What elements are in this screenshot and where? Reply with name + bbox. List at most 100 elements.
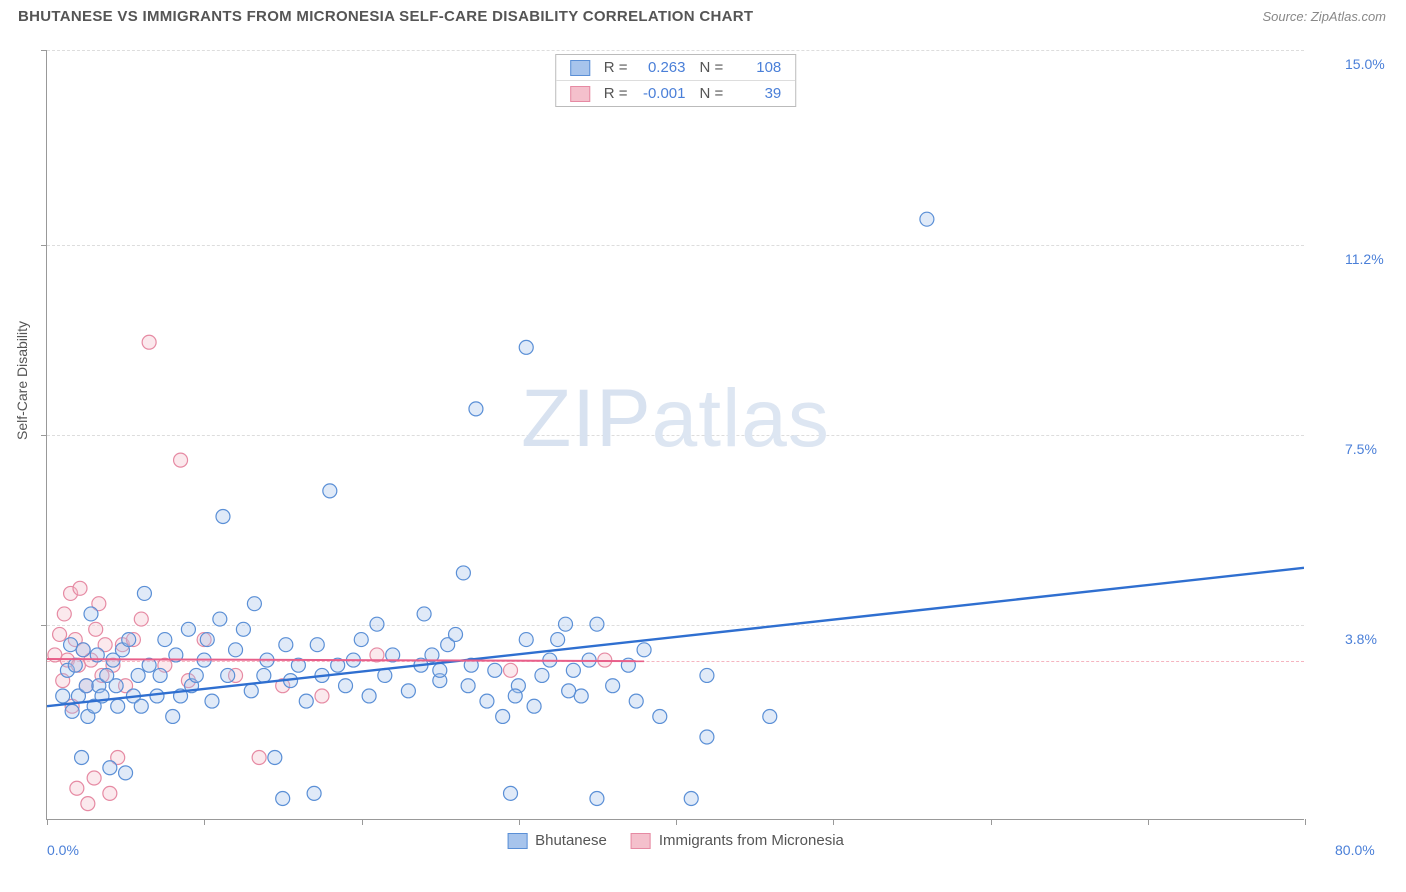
legend-stats-row-1: R = -0.001 N = 39 <box>556 80 796 106</box>
scatter-plot-svg <box>47 50 1304 819</box>
data-point <box>700 668 714 682</box>
y-tick-label: 15.0% <box>1345 56 1385 72</box>
data-point <box>70 781 84 795</box>
data-point <box>370 617 384 631</box>
swatch-series-0 <box>570 60 590 76</box>
data-point <box>504 786 518 800</box>
data-point <box>323 484 337 498</box>
data-point <box>268 750 282 764</box>
data-point <box>480 694 494 708</box>
data-point <box>535 668 549 682</box>
data-point <box>81 797 95 811</box>
trend-line <box>47 568 1304 706</box>
data-point <box>566 663 580 677</box>
data-point <box>76 643 90 657</box>
data-point <box>653 709 667 723</box>
data-point <box>111 699 125 713</box>
data-point <box>64 638 78 652</box>
legend-bottom: Bhutanese Immigrants from Micronesia <box>507 832 844 849</box>
r-value-0: 0.263 <box>638 59 686 76</box>
data-point <box>119 766 133 780</box>
data-point <box>920 212 934 226</box>
data-point <box>73 581 87 595</box>
data-point <box>89 622 103 636</box>
data-point <box>519 633 533 647</box>
data-point <box>551 633 565 647</box>
data-point <box>559 617 573 631</box>
legend-stats-box: R = 0.263 N = 108 R = -0.001 N = 39 <box>555 54 797 107</box>
data-point <box>137 586 151 600</box>
tick-x <box>676 819 677 825</box>
data-point <box>181 622 195 636</box>
data-point <box>252 750 266 764</box>
data-point <box>79 679 93 693</box>
x-min-label: 0.0% <box>47 842 79 858</box>
x-max-label: 80.0% <box>1335 842 1375 858</box>
data-point <box>213 612 227 626</box>
data-point <box>417 607 431 621</box>
data-point <box>562 684 576 698</box>
data-point <box>200 633 214 647</box>
data-point <box>276 792 290 806</box>
data-point <box>134 699 148 713</box>
data-point <box>684 792 698 806</box>
tick-x <box>204 819 205 825</box>
data-point <box>606 679 620 693</box>
data-point <box>700 730 714 744</box>
data-point <box>229 643 243 657</box>
data-point <box>103 786 117 800</box>
data-point <box>236 622 250 636</box>
source-attribution: Source: ZipAtlas.com <box>1262 9 1386 24</box>
data-point <box>244 684 258 698</box>
legend-item-1: Immigrants from Micronesia <box>631 832 844 849</box>
tick-x <box>47 819 48 825</box>
tick-x <box>1148 819 1149 825</box>
data-point <box>142 335 156 349</box>
data-point <box>637 643 651 657</box>
y-axis-label: Self-Care Disability <box>14 321 30 440</box>
data-point <box>68 658 82 672</box>
data-point <box>488 663 502 677</box>
data-point <box>65 704 79 718</box>
data-point <box>189 668 203 682</box>
data-point <box>461 679 475 693</box>
y-tick-label: 11.2% <box>1345 251 1384 267</box>
data-point <box>84 607 98 621</box>
data-point <box>449 627 463 641</box>
y-tick-label: 3.8% <box>1345 631 1377 647</box>
data-point <box>216 510 230 524</box>
data-point <box>401 684 415 698</box>
data-point <box>247 597 261 611</box>
data-point <box>57 607 71 621</box>
data-point <box>307 786 321 800</box>
data-point <box>75 750 89 764</box>
data-point <box>469 402 483 416</box>
data-point <box>134 612 148 626</box>
data-point <box>315 689 329 703</box>
data-point <box>53 627 67 641</box>
chart-title: BHUTANESE VS IMMIGRANTS FROM MICRONESIA … <box>18 8 753 25</box>
swatch-series-1 <box>570 86 590 102</box>
data-point <box>158 633 172 647</box>
legend-stats-row-0: R = 0.263 N = 108 <box>556 55 796 80</box>
data-point <box>205 694 219 708</box>
data-point <box>87 771 101 785</box>
data-point <box>299 694 313 708</box>
data-point <box>56 689 70 703</box>
tick-x <box>519 819 520 825</box>
data-point <box>508 689 522 703</box>
chart-plot-area: ZIPatlas 3.8%7.5%11.2%15.0%0.0%80.0% R =… <box>46 50 1304 820</box>
data-point <box>257 668 271 682</box>
data-point <box>763 709 777 723</box>
swatch-bottom-1 <box>631 833 651 849</box>
data-point <box>153 668 167 682</box>
data-point <box>590 792 604 806</box>
data-point <box>103 761 117 775</box>
data-point <box>496 709 510 723</box>
n-value-0: 108 <box>733 59 781 76</box>
data-point <box>221 668 235 682</box>
tick-x <box>1305 819 1306 825</box>
data-point <box>519 340 533 354</box>
data-point <box>354 633 368 647</box>
data-point <box>174 453 188 467</box>
